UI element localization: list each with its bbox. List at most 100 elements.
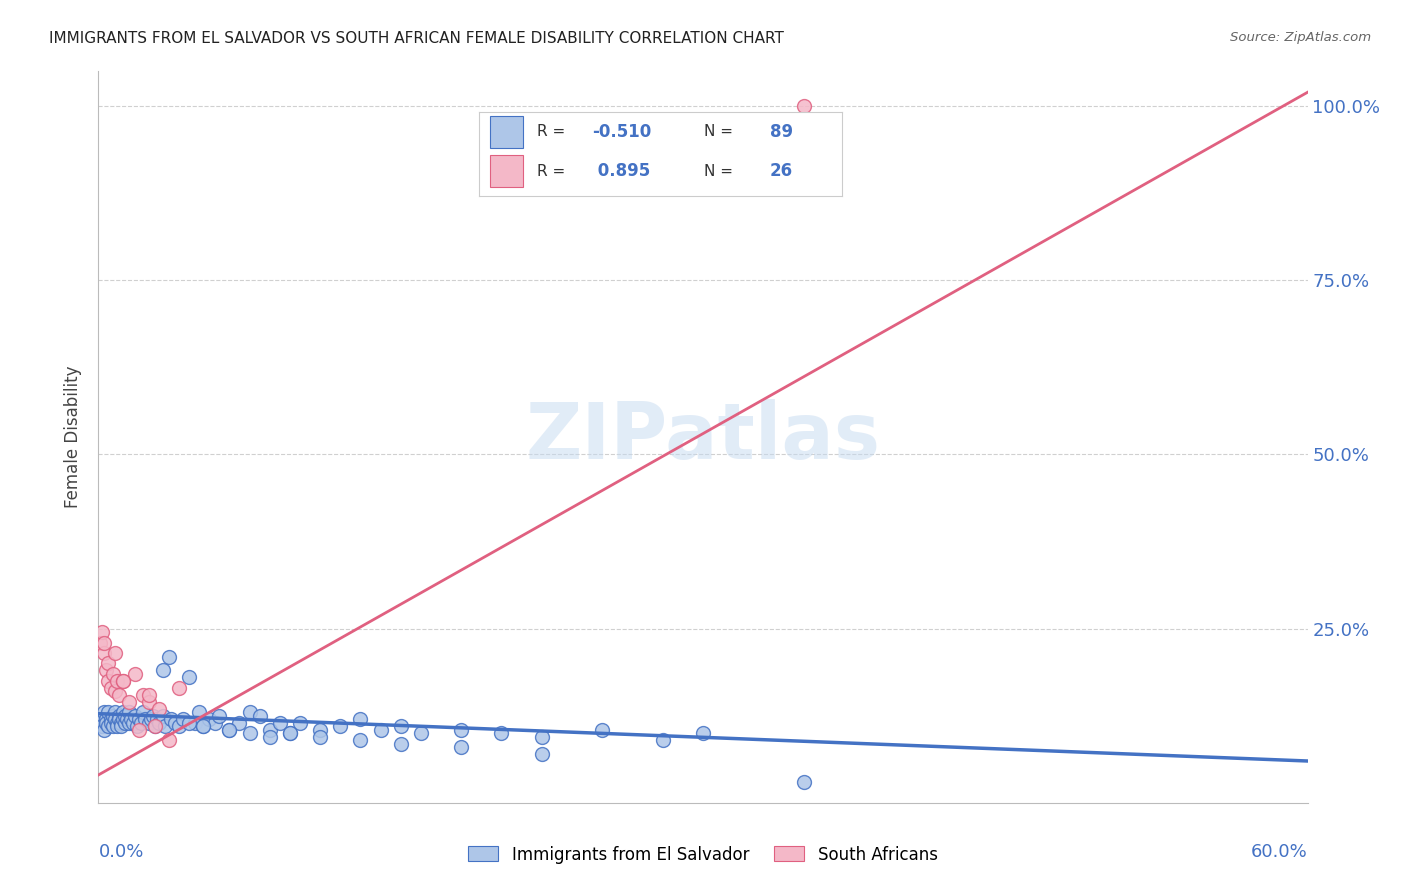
Point bbox=[91, 719, 114, 733]
Point bbox=[491, 726, 513, 740]
Point bbox=[97, 705, 120, 719]
Point bbox=[129, 715, 152, 730]
Point bbox=[110, 719, 132, 733]
Point bbox=[100, 715, 122, 730]
Point bbox=[193, 719, 215, 733]
Point bbox=[530, 730, 553, 744]
Point bbox=[152, 664, 174, 678]
Point bbox=[128, 723, 150, 737]
Point bbox=[146, 712, 169, 726]
Point bbox=[103, 684, 125, 698]
Point bbox=[118, 715, 141, 730]
Point bbox=[93, 646, 115, 660]
Point bbox=[349, 712, 371, 726]
Point bbox=[107, 712, 129, 726]
Point bbox=[370, 723, 392, 737]
Point bbox=[118, 705, 141, 719]
Point bbox=[157, 649, 180, 664]
Point bbox=[124, 708, 146, 723]
Point bbox=[111, 673, 134, 688]
Point bbox=[107, 688, 129, 702]
Point bbox=[143, 719, 166, 733]
Point bbox=[143, 719, 166, 733]
Point bbox=[179, 715, 201, 730]
Point bbox=[93, 723, 115, 737]
Point bbox=[239, 705, 262, 719]
Point bbox=[198, 712, 221, 726]
Point bbox=[218, 723, 240, 737]
Point bbox=[132, 705, 155, 719]
Point bbox=[96, 715, 118, 730]
Text: Source: ZipAtlas.com: Source: ZipAtlas.com bbox=[1230, 31, 1371, 45]
Point bbox=[389, 737, 412, 751]
Point bbox=[103, 705, 125, 719]
Point bbox=[101, 708, 124, 723]
Point bbox=[115, 712, 138, 726]
Point bbox=[105, 719, 128, 733]
Point bbox=[204, 715, 226, 730]
Point bbox=[111, 712, 134, 726]
Point bbox=[208, 708, 231, 723]
Point bbox=[309, 723, 332, 737]
Point bbox=[450, 723, 472, 737]
Point bbox=[278, 726, 301, 740]
Y-axis label: Female Disability: Female Disability bbox=[65, 366, 83, 508]
Point bbox=[103, 712, 125, 726]
Point bbox=[651, 733, 673, 747]
Point bbox=[121, 715, 143, 730]
Point bbox=[111, 705, 134, 719]
Point bbox=[157, 733, 180, 747]
Point bbox=[259, 723, 281, 737]
Point bbox=[163, 715, 186, 730]
Point bbox=[100, 681, 122, 695]
Point bbox=[89, 635, 111, 649]
Point bbox=[179, 670, 201, 684]
Point bbox=[288, 715, 311, 730]
Point bbox=[218, 723, 240, 737]
Point bbox=[100, 712, 122, 726]
Point bbox=[111, 673, 134, 688]
Text: 0.0%: 0.0% bbox=[98, 843, 143, 861]
Point bbox=[114, 708, 136, 723]
Point bbox=[93, 635, 115, 649]
Point bbox=[172, 712, 194, 726]
Point bbox=[124, 667, 146, 681]
Point bbox=[228, 715, 250, 730]
Point bbox=[793, 775, 815, 789]
Point bbox=[148, 715, 170, 730]
Point bbox=[591, 723, 613, 737]
Point bbox=[91, 625, 114, 640]
Point bbox=[96, 712, 118, 726]
Point bbox=[349, 733, 371, 747]
Point bbox=[193, 719, 215, 733]
Point bbox=[132, 688, 155, 702]
Point bbox=[89, 715, 111, 730]
Point bbox=[160, 712, 183, 726]
Point bbox=[167, 681, 190, 695]
Point bbox=[103, 646, 125, 660]
Point bbox=[142, 708, 165, 723]
Point bbox=[450, 740, 472, 755]
Point bbox=[138, 688, 160, 702]
Point bbox=[389, 719, 412, 733]
Point bbox=[110, 715, 132, 730]
Point bbox=[105, 673, 128, 688]
Point bbox=[259, 730, 281, 744]
Point bbox=[249, 708, 271, 723]
Point bbox=[107, 708, 129, 723]
Point bbox=[138, 715, 160, 730]
Point bbox=[309, 730, 332, 744]
Point bbox=[128, 712, 150, 726]
Point bbox=[93, 705, 115, 719]
Point bbox=[138, 695, 160, 709]
Point bbox=[118, 695, 141, 709]
Point bbox=[91, 712, 114, 726]
Point bbox=[114, 715, 136, 730]
Point bbox=[269, 715, 291, 730]
Point bbox=[120, 712, 142, 726]
Point bbox=[101, 667, 124, 681]
Point bbox=[188, 705, 211, 719]
Point bbox=[134, 712, 156, 726]
Point bbox=[97, 657, 120, 671]
Legend: Immigrants from El Salvador, South Africans: Immigrants from El Salvador, South Afric… bbox=[461, 839, 945, 871]
